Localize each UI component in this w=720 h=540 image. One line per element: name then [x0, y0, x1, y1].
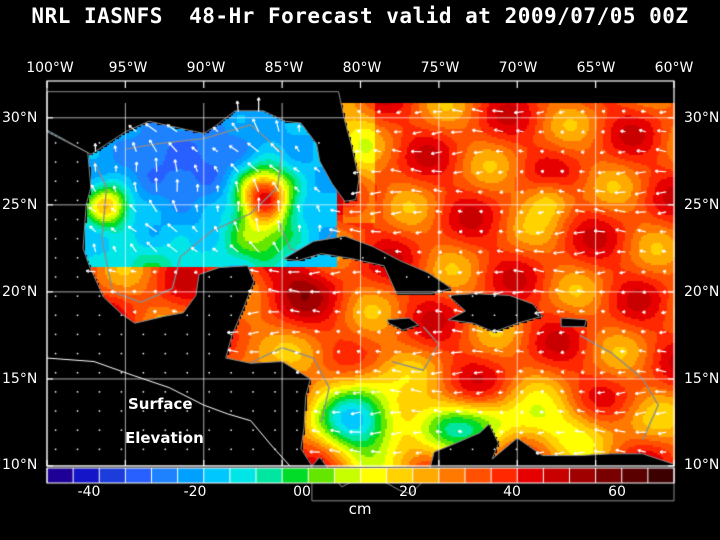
lat-label: 20°N — [684, 284, 720, 300]
colorbar-tick: 40 — [503, 484, 521, 500]
lon-label: 85°W — [264, 60, 304, 76]
lon-label: 80°W — [342, 60, 382, 76]
lat-label: 20°N — [2, 284, 38, 300]
colorbar-unit: cm — [348, 500, 372, 518]
colorbar-tick: -40 — [77, 484, 101, 500]
lat-label: 15°N — [2, 371, 38, 387]
lon-label: 75°W — [420, 60, 460, 76]
forecast-title: NRL IASNFS 48-Hr Forecast valid at 2009/… — [31, 4, 689, 28]
lon-label: 65°W — [576, 60, 616, 76]
lat-label: 10°N — [2, 457, 38, 473]
lat-label: 10°N — [684, 457, 720, 473]
lat-label: 15°N — [684, 371, 720, 387]
lon-label: 95°W — [108, 60, 148, 76]
lon-label: 60°W — [654, 60, 694, 76]
lat-label: 25°N — [684, 197, 720, 213]
lon-label: 90°W — [186, 60, 226, 76]
colorbar-tick: 00 — [293, 484, 311, 500]
surface-label: Surface — [128, 395, 193, 413]
lat-label: 30°N — [684, 110, 720, 126]
lon-label: 70°W — [498, 60, 538, 76]
lon-label: 100°W — [26, 60, 74, 76]
elevation-label: Elevation — [125, 429, 204, 447]
colorbar-tick: 20 — [399, 484, 417, 500]
lat-label: 25°N — [2, 197, 38, 213]
lat-label: 30°N — [2, 110, 38, 126]
colorbar-tick: 60 — [608, 484, 626, 500]
colorbar-tick: -20 — [183, 484, 207, 500]
